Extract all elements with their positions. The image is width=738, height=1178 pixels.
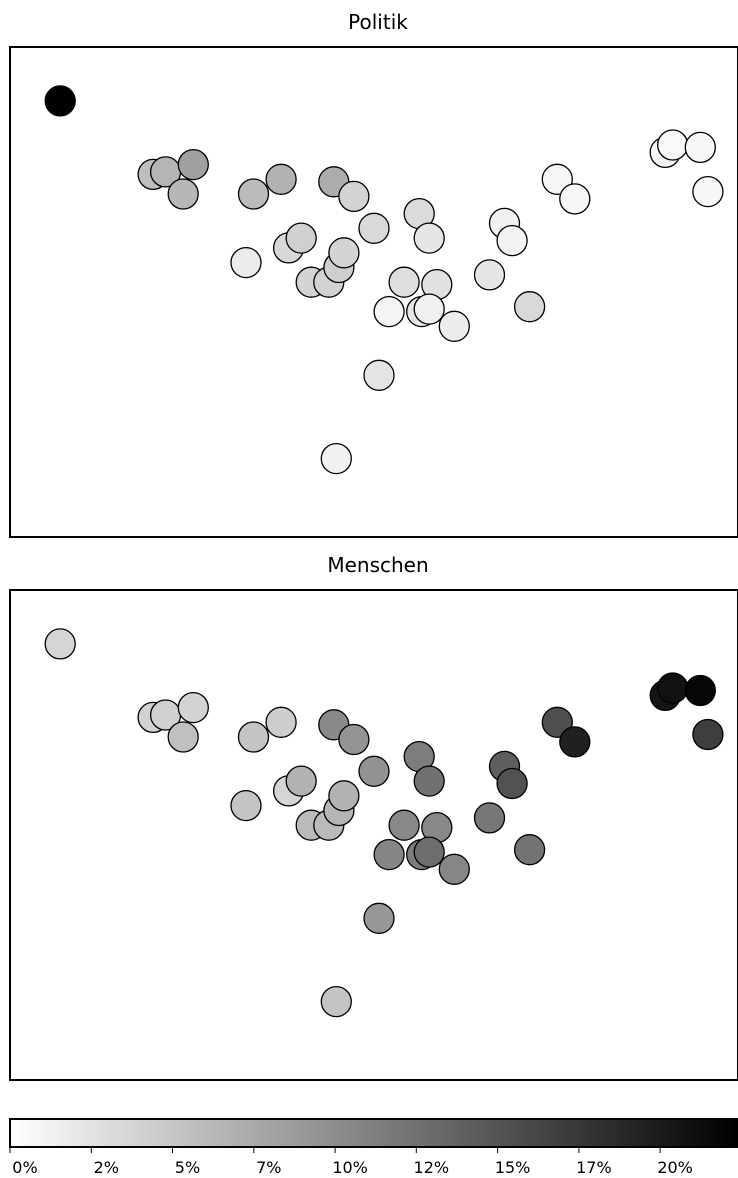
panel-title: Politik <box>348 10 408 34</box>
data-point <box>438 853 470 885</box>
panel-politik: Politik <box>9 10 738 538</box>
colorbar-tick-label: 0% <box>12 1158 37 1177</box>
data-point <box>541 706 573 738</box>
colorbar-tick-label: 12% <box>414 1158 450 1177</box>
data-point <box>388 809 420 841</box>
data-point <box>684 131 716 164</box>
data-point <box>177 148 209 181</box>
data-point <box>265 706 297 738</box>
data-point <box>167 721 199 753</box>
data-point <box>473 802 506 834</box>
data-point <box>285 222 317 254</box>
data-point <box>320 985 352 1018</box>
data-point <box>285 765 317 797</box>
data-point <box>44 85 76 117</box>
panel-menschen: Menschen <box>9 553 738 1081</box>
data-point <box>358 755 390 787</box>
data-point <box>559 726 591 758</box>
data-point <box>513 291 546 323</box>
data-point <box>363 902 395 934</box>
colorbar-gradient <box>9 1118 738 1148</box>
data-point <box>177 691 209 724</box>
data-point <box>328 237 360 269</box>
data-point <box>328 780 360 812</box>
data-point <box>338 180 370 213</box>
data-point <box>363 359 395 391</box>
data-point <box>44 628 76 660</box>
data-point <box>413 293 445 325</box>
colorbar-tick-label: 2% <box>94 1158 119 1177</box>
data-point <box>473 259 506 291</box>
panel-title: Menschen <box>327 553 428 577</box>
data-point <box>513 834 546 866</box>
marker-group <box>44 628 724 1018</box>
data-point <box>559 183 591 215</box>
data-point <box>692 718 724 751</box>
data-point <box>358 212 390 244</box>
data-point <box>237 178 270 210</box>
data-point <box>167 178 199 210</box>
data-point <box>265 163 297 195</box>
data-point <box>413 765 445 797</box>
data-point <box>657 129 689 161</box>
data-point <box>373 295 405 328</box>
data-point <box>230 246 262 279</box>
data-point <box>237 721 270 753</box>
plot-frame <box>9 46 738 538</box>
colorbar-tick-label: 20% <box>657 1158 693 1177</box>
plot-frame <box>9 589 738 1081</box>
data-point <box>657 672 689 704</box>
data-point <box>413 836 445 868</box>
data-point <box>496 224 528 257</box>
data-point <box>413 222 445 254</box>
data-point <box>692 175 724 208</box>
data-point <box>684 674 716 707</box>
data-point <box>438 310 470 342</box>
data-point <box>230 789 262 822</box>
colorbar-tick-label: 7% <box>256 1158 281 1177</box>
data-point <box>541 163 573 195</box>
colorbar-tick-label: 17% <box>576 1158 612 1177</box>
data-point <box>496 767 528 800</box>
data-point <box>320 442 352 475</box>
colorbar-tick-label: 10% <box>332 1158 368 1177</box>
colorbar-tick-label: 5% <box>175 1158 200 1177</box>
data-point <box>373 838 405 871</box>
marker-group <box>44 85 724 475</box>
colorbar-tick-label: 15% <box>495 1158 531 1177</box>
colorbar: 0% 2% 5% 7% 10% 12% 15% 17% 20% <box>9 1118 738 1177</box>
colorbar-ticks: 0% 2% 5% 7% 10% 12% 15% 17% 20% <box>9 1148 693 1177</box>
data-point <box>338 723 370 756</box>
data-point <box>388 266 420 298</box>
